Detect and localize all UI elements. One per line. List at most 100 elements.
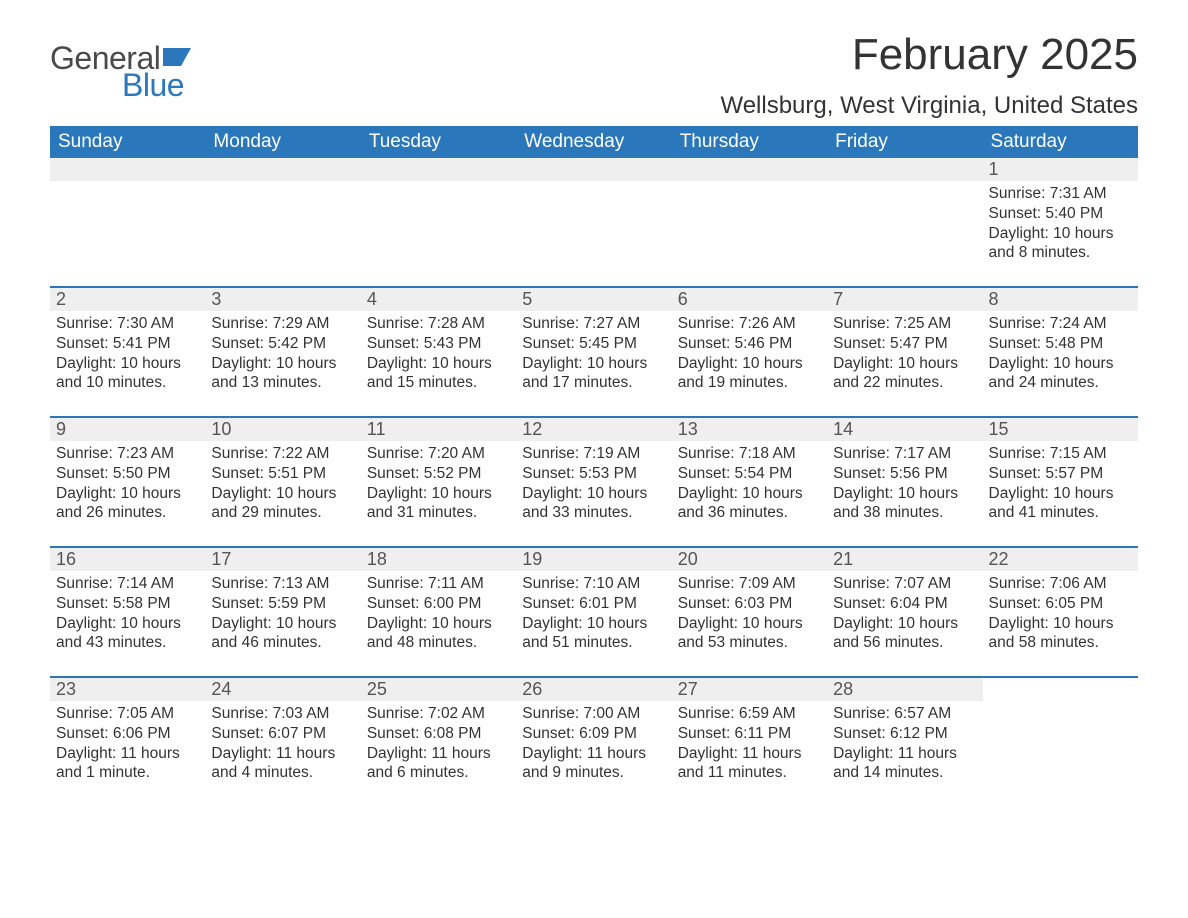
day-number: 19: [516, 548, 671, 571]
day-number-empty: [361, 158, 516, 181]
sunrise-text: Sunrise: 7:13 AM: [211, 574, 354, 594]
month-title: February 2025: [720, 30, 1138, 80]
sunrise-text: Sunrise: 7:18 AM: [678, 444, 821, 464]
day-cell: 15Sunrise: 7:15 AMSunset: 5:57 PMDayligh…: [983, 417, 1138, 547]
day-content: Sunrise: 7:09 AMSunset: 6:03 PMDaylight:…: [672, 571, 827, 659]
day-content: Sunrise: 7:05 AMSunset: 6:06 PMDaylight:…: [50, 701, 205, 789]
day-number: 16: [50, 548, 205, 571]
weekday-header: Wednesday: [516, 126, 671, 158]
daylight-text: Daylight: 10 hours and 46 minutes.: [211, 614, 354, 654]
location: Wellsburg, West Virginia, United States: [720, 92, 1138, 120]
day-content: Sunrise: 7:20 AMSunset: 5:52 PMDaylight:…: [361, 441, 516, 529]
day-cell: 6Sunrise: 7:26 AMSunset: 5:46 PMDaylight…: [672, 287, 827, 417]
day-cell: 2Sunrise: 7:30 AMSunset: 5:41 PMDaylight…: [50, 287, 205, 417]
sunset-text: Sunset: 5:57 PM: [989, 464, 1132, 484]
sunrise-text: Sunrise: 7:02 AM: [367, 704, 510, 724]
sunrise-text: Sunrise: 7:06 AM: [989, 574, 1132, 594]
daylight-text: Daylight: 10 hours and 29 minutes.: [211, 484, 354, 524]
sunrise-text: Sunrise: 6:59 AM: [678, 704, 821, 724]
day-number: 20: [672, 548, 827, 571]
sunset-text: Sunset: 5:48 PM: [989, 334, 1132, 354]
sunset-text: Sunset: 6:00 PM: [367, 594, 510, 614]
sunrise-text: Sunrise: 7:11 AM: [367, 574, 510, 594]
day-content: Sunrise: 7:23 AMSunset: 5:50 PMDaylight:…: [50, 441, 205, 529]
sunrise-text: Sunrise: 7:00 AM: [522, 704, 665, 724]
sunrise-text: Sunrise: 7:03 AM: [211, 704, 354, 724]
daylight-text: Daylight: 11 hours and 1 minute.: [56, 744, 199, 784]
weekday-header: Tuesday: [361, 126, 516, 158]
day-cell: 10Sunrise: 7:22 AMSunset: 5:51 PMDayligh…: [205, 417, 360, 547]
day-cell: [827, 158, 982, 287]
calendar-page: General Blue February 2025 Wellsburg, We…: [0, 0, 1188, 918]
daylight-text: Daylight: 10 hours and 48 minutes.: [367, 614, 510, 654]
day-content: Sunrise: 7:13 AMSunset: 5:59 PMDaylight:…: [205, 571, 360, 659]
day-cell: 24Sunrise: 7:03 AMSunset: 6:07 PMDayligh…: [205, 677, 360, 806]
sunset-text: Sunset: 5:47 PM: [833, 334, 976, 354]
flag-icon: [163, 46, 191, 66]
daylight-text: Daylight: 11 hours and 4 minutes.: [211, 744, 354, 784]
daylight-text: Daylight: 11 hours and 6 minutes.: [367, 744, 510, 784]
daylight-text: Daylight: 10 hours and 33 minutes.: [522, 484, 665, 524]
title-block: February 2025 Wellsburg, West Virginia, …: [720, 30, 1138, 120]
sunrise-text: Sunrise: 7:17 AM: [833, 444, 976, 464]
day-number: 26: [516, 678, 671, 701]
day-number: 1: [983, 158, 1138, 181]
sunset-text: Sunset: 6:12 PM: [833, 724, 976, 744]
day-cell: 16Sunrise: 7:14 AMSunset: 5:58 PMDayligh…: [50, 547, 205, 677]
day-cell: 13Sunrise: 7:18 AMSunset: 5:54 PMDayligh…: [672, 417, 827, 547]
day-number: 28: [827, 678, 982, 701]
day-number: 7: [827, 288, 982, 311]
week-row: 9Sunrise: 7:23 AMSunset: 5:50 PMDaylight…: [50, 417, 1138, 547]
sunrise-text: Sunrise: 7:27 AM: [522, 314, 665, 334]
day-cell: [50, 158, 205, 287]
day-number: 10: [205, 418, 360, 441]
sunset-text: Sunset: 6:03 PM: [678, 594, 821, 614]
sunset-text: Sunset: 5:59 PM: [211, 594, 354, 614]
day-content: Sunrise: 7:10 AMSunset: 6:01 PMDaylight:…: [516, 571, 671, 659]
daylight-text: Daylight: 10 hours and 36 minutes.: [678, 484, 821, 524]
sunrise-text: Sunrise: 7:07 AM: [833, 574, 976, 594]
day-number: 5: [516, 288, 671, 311]
day-number: 4: [361, 288, 516, 311]
day-cell: 23Sunrise: 7:05 AMSunset: 6:06 PMDayligh…: [50, 677, 205, 806]
day-number: 21: [827, 548, 982, 571]
day-content: Sunrise: 6:57 AMSunset: 6:12 PMDaylight:…: [827, 701, 982, 789]
day-number: 14: [827, 418, 982, 441]
daylight-text: Daylight: 10 hours and 26 minutes.: [56, 484, 199, 524]
sunset-text: Sunset: 5:56 PM: [833, 464, 976, 484]
sunrise-text: Sunrise: 6:57 AM: [833, 704, 976, 724]
day-content: Sunrise: 7:07 AMSunset: 6:04 PMDaylight:…: [827, 571, 982, 659]
sunset-text: Sunset: 5:41 PM: [56, 334, 199, 354]
daylight-text: Daylight: 10 hours and 51 minutes.: [522, 614, 665, 654]
daylight-text: Daylight: 10 hours and 24 minutes.: [989, 354, 1132, 394]
sunset-text: Sunset: 5:45 PM: [522, 334, 665, 354]
daylight-text: Daylight: 10 hours and 19 minutes.: [678, 354, 821, 394]
week-row: 2Sunrise: 7:30 AMSunset: 5:41 PMDaylight…: [50, 287, 1138, 417]
day-number: 27: [672, 678, 827, 701]
weekday-header: Saturday: [983, 126, 1138, 158]
weekday-header-row: Sunday Monday Tuesday Wednesday Thursday…: [50, 126, 1138, 158]
daylight-text: Daylight: 11 hours and 9 minutes.: [522, 744, 665, 784]
sunrise-text: Sunrise: 7:20 AM: [367, 444, 510, 464]
day-content: Sunrise: 7:15 AMSunset: 5:57 PMDaylight:…: [983, 441, 1138, 529]
sunset-text: Sunset: 5:58 PM: [56, 594, 199, 614]
sunset-text: Sunset: 6:01 PM: [522, 594, 665, 614]
day-content: Sunrise: 7:06 AMSunset: 6:05 PMDaylight:…: [983, 571, 1138, 659]
weekday-header: Thursday: [672, 126, 827, 158]
daylight-text: Daylight: 10 hours and 13 minutes.: [211, 354, 354, 394]
day-number: 11: [361, 418, 516, 441]
day-cell: [983, 677, 1138, 806]
day-cell: [516, 158, 671, 287]
day-content: Sunrise: 7:14 AMSunset: 5:58 PMDaylight:…: [50, 571, 205, 659]
calendar-table: Sunday Monday Tuesday Wednesday Thursday…: [50, 126, 1138, 806]
sunrise-text: Sunrise: 7:10 AM: [522, 574, 665, 594]
daylight-text: Daylight: 10 hours and 22 minutes.: [833, 354, 976, 394]
day-number: 13: [672, 418, 827, 441]
daylight-text: Daylight: 10 hours and 41 minutes.: [989, 484, 1132, 524]
day-content: Sunrise: 7:27 AMSunset: 5:45 PMDaylight:…: [516, 311, 671, 399]
day-cell: 28Sunrise: 6:57 AMSunset: 6:12 PMDayligh…: [827, 677, 982, 806]
daylight-text: Daylight: 10 hours and 53 minutes.: [678, 614, 821, 654]
sunrise-text: Sunrise: 7:29 AM: [211, 314, 354, 334]
day-number: 18: [361, 548, 516, 571]
sunset-text: Sunset: 5:51 PM: [211, 464, 354, 484]
